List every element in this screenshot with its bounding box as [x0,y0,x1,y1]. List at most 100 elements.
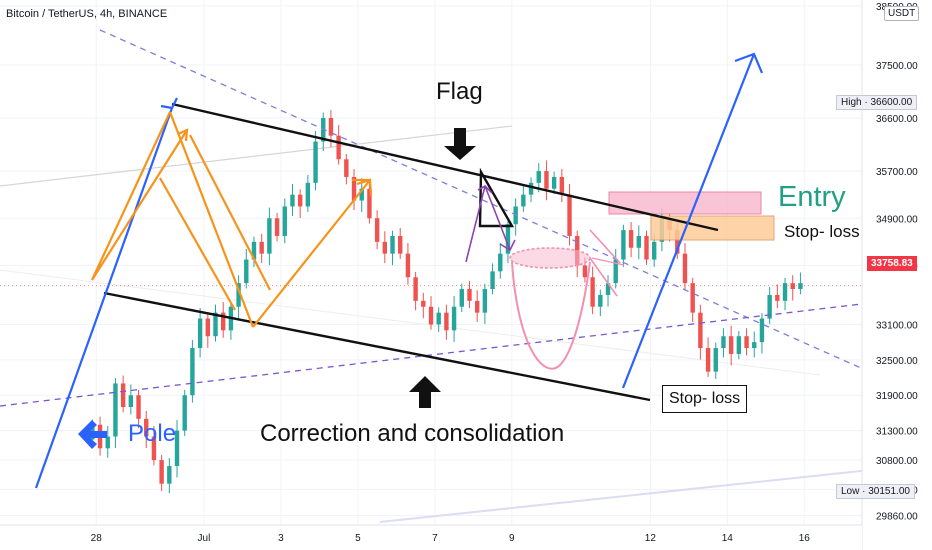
candle-body [782,283,788,301]
orange-wave [159,177,236,311]
candle-body [644,235,649,260]
candle-body [220,312,226,331]
candle-body [582,265,588,278]
candle-body [621,230,626,260]
candle-body [251,241,257,260]
faint-trend-line [0,269,821,376]
current-price-tag: 33758.83 [867,256,917,271]
candle-body [120,383,126,408]
candle-body [282,206,287,236]
candle-body [759,318,765,343]
candle-body [651,241,657,260]
price-tick-label: 36600.00 [876,114,918,125]
left-arrow-icon [78,420,107,449]
candle-body [474,300,480,313]
price-tick-label: 31300.00 [876,427,918,438]
candle-body [698,312,703,349]
time-tick-label: 3 [278,533,284,544]
candle-body [551,176,557,189]
pole-line [34,107,174,489]
candle-body [274,218,280,236]
time-tick-label: 28 [91,533,103,544]
candle-body [451,306,457,331]
handle-line [589,229,621,264]
channel-upper-line [171,102,719,232]
candle-body [236,283,241,307]
price-tick-label: 32500.00 [876,356,918,367]
correction-label: Correction and consolidation [260,420,565,447]
candle-body [482,289,488,313]
price-axis[interactable]: 38500.0037500.0036600.0035700.0034900.00… [861,0,932,550]
flag-label: Flag [436,78,483,105]
candle-body [536,171,541,183]
price-tick-label: 37500.00 [876,61,918,72]
candle-body [798,283,803,290]
candle-body [359,188,364,201]
candle-body [113,383,118,437]
candle-body [528,182,534,195]
candle-body [174,430,180,467]
candle-body [328,117,334,136]
candle-body [428,306,434,325]
channel-lower-line [103,291,651,402]
price-tick-label: 34900.00 [876,214,918,225]
symbol-label: Bitcoin / TetherUS, 4h, BINANCE [6,8,168,20]
orange-wave [91,129,188,281]
candle-body [413,277,418,301]
time-tick-label: 16 [799,533,811,544]
stop-loss-label-bottom: Stop- loss [662,385,748,413]
candle-body [344,159,349,177]
candle-body [128,395,134,408]
time-tick-label: 7 [432,533,438,544]
candle-body [559,176,565,195]
candle-body [382,241,388,254]
candle-body [744,336,749,349]
candle-body [636,235,642,248]
candle-body [305,182,311,207]
candle-body [613,259,618,284]
time-axis-bg [0,525,862,550]
candle-body [544,171,549,189]
purple-arrowhead [477,185,493,194]
low-price-tag: Low · 30151.00 [836,484,915,499]
candle-body [436,312,441,325]
price-tick-label: 31900.00 [876,391,918,402]
time-axis[interactable]: 28 Jul 3 5 7 9 12 14 16 [0,524,862,550]
candle-body [259,241,264,254]
candle-body [467,289,472,301]
target-projection-line [621,53,756,389]
time-tick-label: Jul [198,533,211,544]
candle-body [336,135,341,160]
candle-body [728,336,734,354]
candle-body [267,218,272,254]
orange-wave [91,111,171,281]
candle-body [567,194,572,236]
candle-body [444,312,449,331]
candle-body [598,294,603,307]
candle-body [367,188,372,219]
candle-body [297,194,303,207]
orange-wave [168,111,255,328]
price-tick-label: 30800.00 [876,456,918,467]
entry-label: Entry [778,181,846,213]
stop-loss-label-right: Stop- loss [784,222,860,241]
candle-body [144,418,149,437]
time-tick-label: 14 [722,533,734,544]
candle-body [390,235,395,254]
currency-badge[interactable]: USDT [884,6,920,21]
candle-body [374,218,380,242]
candle-body [790,283,795,290]
candle-body [244,259,249,284]
candle-body [151,436,157,461]
candle-body [213,312,218,337]
dashed-trend-line [0,302,871,407]
candle-body [721,336,726,349]
candle-body [105,436,110,449]
pole-label: Pole [128,420,177,447]
cup-curve [511,261,591,370]
faint-trend-line [0,125,513,187]
candle-body [752,342,757,349]
candle-body [775,294,780,301]
candle-body [767,294,772,319]
